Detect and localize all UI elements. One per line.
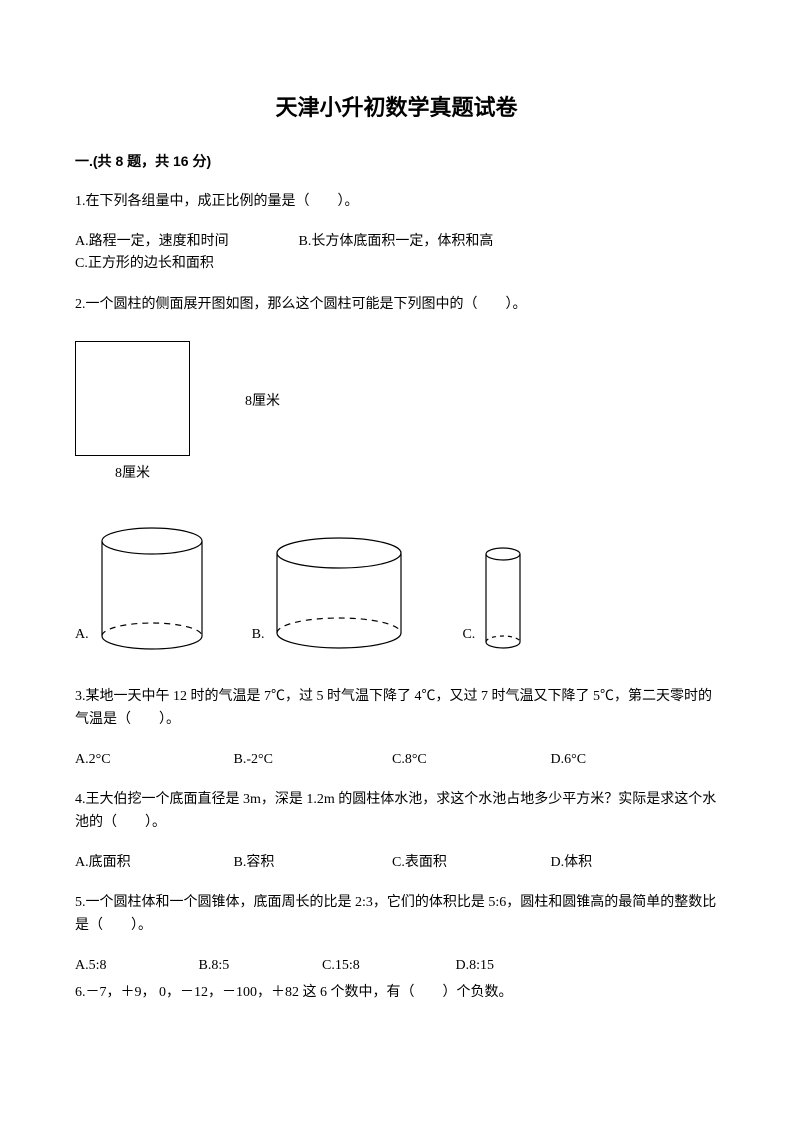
cylinder-a-icon <box>97 526 207 651</box>
question-3: 3.某地一天中午 12 时的气温是 7℃，过 5 时气温下降了 4℃，又过 7 … <box>75 686 718 731</box>
q5-opt-a: A.5:8 <box>75 955 195 977</box>
square-label-right: 8厘米 <box>245 391 280 413</box>
question-1-options: A.路程一定，速度和时间 B.长方体底面积一定，体积和高 C.正方形的边长和面积 <box>75 231 718 276</box>
q2-opt-a: A. <box>75 624 89 646</box>
q3-opt-b: B.-2°C <box>234 749 389 771</box>
page-title: 天津小升初数学真题试卷 <box>75 90 718 125</box>
cylinder-c-item: C. <box>462 546 523 651</box>
q2-opt-b: B. <box>252 624 265 646</box>
q4-opt-d: D.体积 <box>551 852 593 874</box>
question-1: 1.在下列各组量中，成正比例的量是（ ）。 <box>75 191 718 213</box>
q5-opt-d: D.8:15 <box>456 955 495 977</box>
cylinder-a-item: A. <box>75 526 207 651</box>
question-4: 4.王大伯挖一个底面直径是 3m，深是 1.2m 的圆柱体水池，求这个水池占地多… <box>75 789 718 834</box>
question-5-options: A.5:8 B.8:5 C.15:8 D.8:15 <box>75 955 718 977</box>
q1-opt-b: B.长方体底面积一定，体积和高 <box>299 231 589 253</box>
question-3-options: A.2°C B.-2°C C.8°C D.6°C <box>75 749 718 771</box>
question-5: 5.一个圆柱体和一个圆锥体，底面周长的比是 2:3，它们的体积比是 5:6，圆柱… <box>75 892 718 937</box>
q3-opt-a: A.2°C <box>75 749 230 771</box>
q4-opt-b: B.容积 <box>234 852 389 874</box>
q4-opt-a: A.底面积 <box>75 852 230 874</box>
cylinders-row: A. B. C. <box>75 526 718 651</box>
q1-opt-c: C.正方形的边长和面积 <box>75 253 214 275</box>
q2-opt-c: C. <box>462 624 475 646</box>
square-diagram: 8厘米 8厘米 <box>75 341 355 481</box>
square-box <box>75 341 190 456</box>
q5-opt-b: B.8:5 <box>199 955 319 977</box>
cylinder-b-item: B. <box>252 536 408 651</box>
q5-opt-c: C.15:8 <box>322 955 452 977</box>
q4-opt-c: C.表面积 <box>392 852 547 874</box>
cylinder-b-icon <box>272 536 407 651</box>
square-label-bottom: 8厘米 <box>115 463 150 485</box>
question-2: 2.一个圆柱的侧面展开图如图，那么这个圆柱可能是下列图中的（ ）。 <box>75 294 718 316</box>
question-4-options: A.底面积 B.容积 C.表面积 D.体积 <box>75 852 718 874</box>
q1-opt-a: A.路程一定，速度和时间 <box>75 231 295 253</box>
q3-opt-d: D.6°C <box>551 749 587 771</box>
q3-opt-c: C.8°C <box>392 749 547 771</box>
cylinder-c-icon <box>483 546 523 651</box>
section-1-header: 一.(共 8 题，共 16 分) <box>75 150 718 172</box>
question-6: 6.－7，＋9， 0，－12，－100，＋82 这 6 个数中，有（ ）个负数。 <box>75 982 718 1004</box>
